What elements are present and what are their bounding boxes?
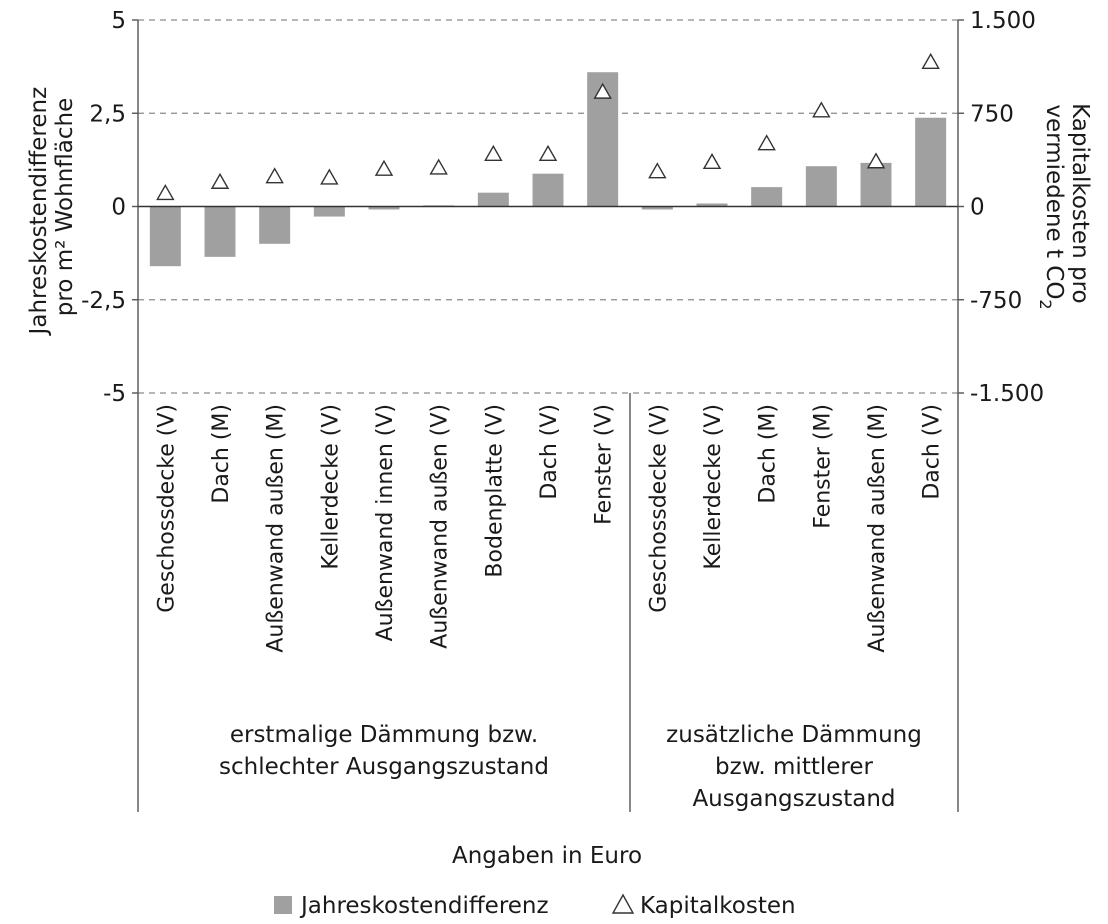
triangle-marker bbox=[648, 162, 667, 179]
left-tick-label: 0 bbox=[111, 195, 126, 221]
legend: Jahreskostendifferenz Kapitalkosten bbox=[274, 893, 796, 919]
right-axis-title-line1: Kapitalkosten pro bbox=[1067, 103, 1093, 304]
left-tick-label: -2,5 bbox=[81, 288, 126, 314]
right-axis-ticks: 1.500 750 0 -750 -1.500 bbox=[958, 8, 1044, 407]
bar bbox=[532, 173, 564, 207]
bar bbox=[696, 203, 728, 207]
triangle-marker bbox=[210, 172, 230, 189]
bar bbox=[860, 162, 892, 207]
legend-triangle-icon bbox=[611, 893, 635, 914]
group-label-line: zusätzliche Dämmung bbox=[666, 722, 922, 748]
triangle-marker bbox=[265, 167, 284, 184]
category-label: Dach (M) bbox=[756, 404, 781, 504]
left-axis-title-line2: pro m² Wohnfläche bbox=[52, 98, 78, 316]
category-label: Außenwand außen (V) bbox=[428, 404, 453, 649]
left-axis-title-line1: Jahreskostendifferenz bbox=[26, 87, 52, 337]
left-axis-ticks: 5 2,5 0 -2,5 -5 bbox=[81, 8, 138, 407]
bar-series bbox=[149, 72, 947, 267]
bar bbox=[259, 206, 291, 244]
right-axis-title-line2-main: vermiedene t CO bbox=[1041, 104, 1067, 299]
right-tick-label: -1.500 bbox=[970, 381, 1044, 407]
category-label: Außenwand außen (M) bbox=[264, 404, 289, 653]
category-label: Dach (M) bbox=[209, 404, 234, 504]
bar bbox=[477, 192, 509, 207]
category-label: Geschossdecke (V) bbox=[646, 404, 671, 613]
bar bbox=[204, 206, 236, 257]
group-label-line: schlechter Ausgangszustand bbox=[219, 754, 549, 780]
category-label: Bodenplatte (V) bbox=[482, 404, 507, 578]
category-label: Kellerdecke (V) bbox=[318, 404, 343, 570]
right-tick-label: 0 bbox=[970, 195, 985, 221]
triangle-marker bbox=[429, 158, 448, 175]
triangle-marker bbox=[866, 152, 886, 169]
triangle-marker bbox=[320, 168, 339, 185]
category-label: Fenster (M) bbox=[810, 404, 835, 529]
left-tick-label: 5 bbox=[111, 8, 126, 34]
axes bbox=[137, 20, 959, 812]
triangle-marker bbox=[702, 152, 722, 170]
left-axis-title: Jahreskostendifferenz pro m² Wohnfläche bbox=[26, 80, 78, 337]
bar bbox=[915, 117, 947, 207]
right-tick-label: 750 bbox=[970, 101, 1014, 127]
bar bbox=[641, 206, 673, 210]
bar bbox=[313, 206, 345, 217]
note-text: Angaben in Euro bbox=[452, 843, 642, 869]
group-label-line: Ausgangszustand bbox=[692, 786, 895, 812]
right-axis-title-line2: vermiedene t CO2 bbox=[1036, 104, 1067, 309]
left-tick-label: -5 bbox=[103, 381, 126, 407]
category-label: Kellerdecke (V) bbox=[701, 404, 726, 570]
group-label-line: bzw. mittlerer bbox=[715, 754, 873, 780]
triangle-marker bbox=[484, 144, 503, 161]
right-tick-label: 1.500 bbox=[970, 8, 1036, 34]
right-axis-title-subscript: 2 bbox=[1036, 299, 1055, 309]
right-axis-title: Kapitalkosten pro vermiedene t CO2 bbox=[1036, 103, 1093, 311]
bar bbox=[368, 206, 400, 210]
left-tick-label: 2,5 bbox=[89, 101, 126, 127]
group-label-line: erstmalige Dämmung bzw. bbox=[230, 722, 538, 748]
triangle-marker bbox=[921, 52, 940, 69]
legend-label-marker: Kapitalkosten bbox=[640, 893, 796, 919]
triangle-marker bbox=[593, 82, 612, 99]
bar bbox=[751, 187, 783, 207]
bar bbox=[805, 166, 837, 207]
category-label: Fenster (V) bbox=[592, 404, 617, 525]
triangle-marker bbox=[156, 184, 175, 201]
group-labels: erstmalige Dämmung bzw. schlechter Ausgan… bbox=[219, 722, 922, 812]
category-label: Dach (V) bbox=[537, 404, 562, 500]
legend-swatch-bar bbox=[274, 896, 292, 914]
category-label: Dach (V) bbox=[920, 404, 945, 500]
triangle-marker bbox=[374, 159, 394, 176]
category-label: Außenwand innen (V) bbox=[373, 404, 398, 641]
category-label: Geschossdecke (V) bbox=[154, 404, 179, 613]
marker-series bbox=[156, 52, 940, 201]
bar bbox=[149, 206, 181, 267]
triangle-marker bbox=[757, 134, 776, 151]
category-labels: Geschossdecke (V) Dach (M) Außenwand außen… bbox=[154, 404, 944, 653]
triangle-marker bbox=[812, 101, 831, 118]
category-label: Außenwand außen (M) bbox=[865, 404, 890, 653]
triangle-marker bbox=[538, 144, 558, 161]
legend-label-bar: Jahreskostendifferenz bbox=[299, 893, 549, 919]
right-tick-label: -750 bbox=[970, 288, 1022, 314]
